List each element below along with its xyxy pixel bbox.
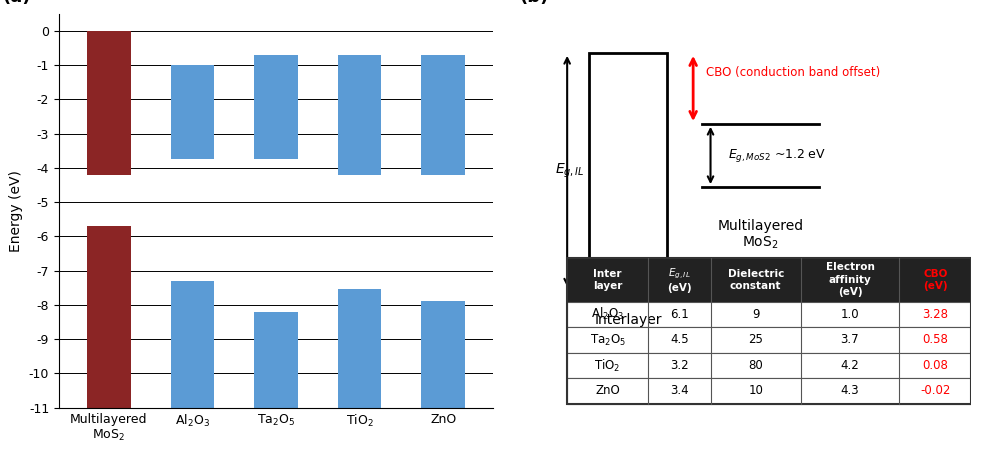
Text: 4.5: 4.5 [670,333,689,347]
Text: $E_{g, MoS2}$ ~1.2 eV: $E_{g, MoS2}$ ~1.2 eV [728,147,826,164]
Bar [567,258,971,302]
Text: CBO
(eV): CBO (eV) [923,269,948,291]
Bar [337,55,382,175]
Text: TiO$_2$: TiO$_2$ [594,357,621,374]
Text: 3.7: 3.7 [841,333,859,347]
Bar [567,327,971,353]
Bar [87,31,130,175]
Text: $E_{g, IL}$: $E_{g, IL}$ [555,162,585,180]
Text: Dielectric
constant: Dielectric constant [728,269,784,291]
Text: Interlayer: Interlayer [594,313,662,327]
Bar [254,55,298,159]
Text: (b): (b) [519,0,548,6]
Text: 1.0: 1.0 [841,308,859,321]
Bar [422,301,465,408]
Bar [567,353,971,378]
Y-axis label: Energy (eV): Energy (eV) [9,170,24,251]
Text: (a): (a) [2,0,30,6]
Bar [171,281,214,408]
Bar [567,258,971,404]
Text: 80: 80 [749,359,763,372]
Text: -0.02: -0.02 [920,385,951,397]
Text: 10: 10 [749,385,763,397]
Bar [567,302,971,327]
Bar [589,53,667,289]
Text: Al$_2$O$_3$: Al$_2$O$_3$ [592,306,624,323]
Text: 9: 9 [752,308,759,321]
Text: 0.08: 0.08 [922,359,949,372]
Bar [567,378,971,404]
Text: ZnO: ZnO [595,385,620,397]
Bar [171,65,214,159]
Text: 3.2: 3.2 [670,359,689,372]
Text: $E_{g, IL}$
(eV): $E_{g, IL}$ (eV) [667,266,692,293]
Text: Inter
layer: Inter layer [593,269,622,291]
Text: 0.58: 0.58 [922,333,949,347]
Text: CBO (conduction band offset): CBO (conduction band offset) [706,66,880,79]
Text: 6.1: 6.1 [670,308,689,321]
Bar [254,312,298,408]
Text: Multilayered
MoS$_2$: Multilayered MoS$_2$ [717,218,803,251]
Bar [337,289,382,408]
Text: 4.3: 4.3 [841,385,859,397]
Text: 25: 25 [749,333,763,347]
Text: 3.28: 3.28 [922,308,949,321]
Text: Ta$_2$O$_5$: Ta$_2$O$_5$ [590,333,626,347]
Text: 3.4: 3.4 [670,385,689,397]
Bar [87,226,130,408]
Text: Electron
affinity
(eV): Electron affinity (eV) [826,262,874,297]
Bar [422,55,465,175]
Text: 4.2: 4.2 [841,359,859,372]
